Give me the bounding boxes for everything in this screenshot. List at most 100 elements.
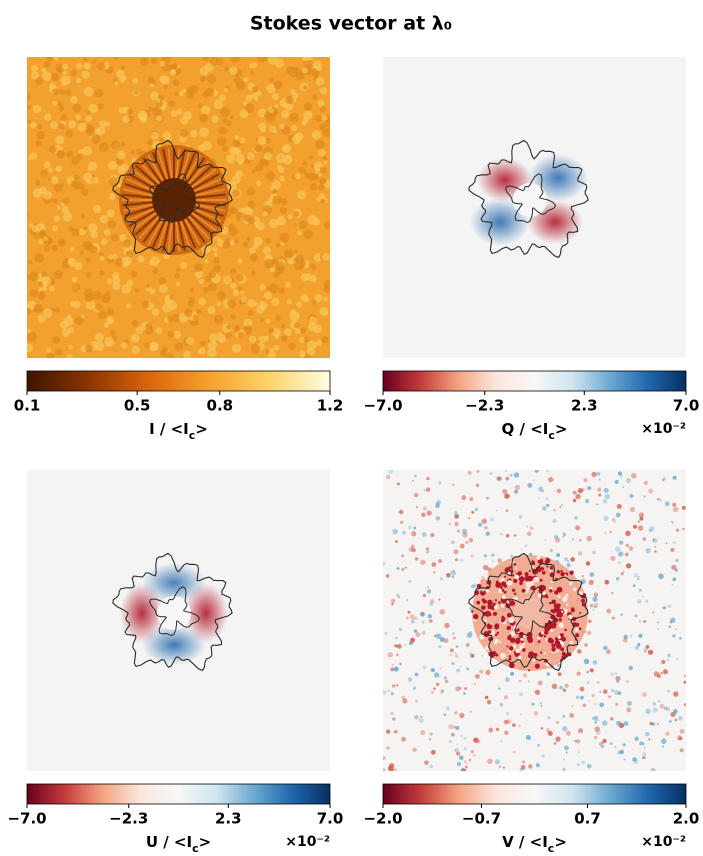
speckle (398, 509, 404, 515)
colorbar-tick-label: 0.1 (14, 397, 41, 415)
contour (468, 139, 589, 259)
filament (142, 157, 162, 183)
granule (230, 268, 237, 275)
colorbar-tick-label: −0.7 (462, 810, 501, 828)
speckle (455, 645, 459, 648)
speckle (501, 589, 505, 592)
granule (316, 197, 322, 202)
granule (280, 198, 288, 206)
speckle (486, 699, 492, 705)
speckle (562, 714, 566, 718)
speckle (485, 669, 491, 676)
speckle (498, 588, 503, 594)
speckle (600, 744, 605, 749)
speckle (540, 651, 543, 654)
granule (58, 105, 65, 112)
speckle (568, 614, 573, 619)
granule (257, 135, 267, 145)
granule (319, 177, 327, 185)
granule (34, 179, 41, 186)
speckle (539, 578, 543, 582)
granule (297, 190, 307, 200)
speckle (469, 710, 472, 714)
speckle (583, 478, 588, 483)
speckle (468, 758, 472, 762)
speckle (498, 640, 502, 644)
speckle (522, 642, 526, 646)
speckle (589, 668, 594, 673)
speckle (390, 711, 394, 716)
granule (259, 283, 266, 291)
granule (283, 248, 294, 259)
speckle (557, 595, 561, 599)
granule (31, 225, 39, 233)
granule (49, 82, 56, 90)
granule (200, 340, 207, 347)
speckle (466, 632, 473, 638)
speckle (394, 644, 398, 648)
speckle (443, 676, 447, 680)
speckle (515, 648, 520, 654)
granule (268, 108, 274, 114)
speckle (439, 609, 446, 615)
speckle (585, 561, 591, 566)
speckle (468, 631, 473, 636)
contour (468, 552, 589, 672)
speckle (584, 498, 590, 504)
speckle (642, 752, 647, 757)
speckle (411, 544, 415, 549)
granule (59, 320, 69, 330)
granule (198, 127, 209, 138)
speckle (668, 719, 672, 723)
granule (238, 332, 245, 338)
granule (167, 315, 175, 323)
speckle (388, 470, 394, 474)
speckle (533, 576, 539, 583)
granule (83, 57, 88, 62)
granule (303, 229, 313, 239)
speckle (574, 627, 579, 632)
speckle (510, 637, 516, 643)
granule (318, 184, 325, 191)
speckle (468, 538, 474, 543)
speckle (385, 632, 388, 635)
speckle (474, 507, 479, 512)
granule (48, 285, 55, 292)
speckle (679, 748, 684, 753)
granule (71, 282, 80, 292)
speckle (521, 640, 524, 644)
granule (61, 63, 69, 70)
speckle (452, 636, 456, 640)
granule (202, 287, 209, 293)
granule (322, 128, 330, 138)
speckle (498, 687, 501, 690)
filament (162, 148, 171, 179)
speckle (476, 583, 482, 589)
speckle (643, 495, 646, 498)
granule (73, 174, 80, 181)
speckle (579, 591, 584, 596)
speckle (404, 644, 407, 646)
speckle (581, 574, 584, 578)
speckle (642, 595, 645, 598)
granule (239, 109, 249, 119)
granule (125, 249, 134, 258)
speckle (616, 720, 622, 726)
granule (284, 281, 291, 288)
granule (271, 180, 281, 190)
speckle (592, 717, 595, 720)
speckle (637, 643, 641, 647)
filament (192, 210, 220, 227)
granule (46, 347, 52, 354)
speckle (637, 577, 640, 580)
speckle (645, 548, 651, 554)
granule (296, 230, 302, 236)
speckle (555, 736, 561, 742)
speckle (518, 679, 522, 683)
granule (285, 95, 294, 105)
filament (134, 164, 159, 187)
granule (94, 128, 102, 135)
granule (263, 152, 273, 161)
speckle (603, 515, 609, 521)
speckle (637, 520, 641, 523)
